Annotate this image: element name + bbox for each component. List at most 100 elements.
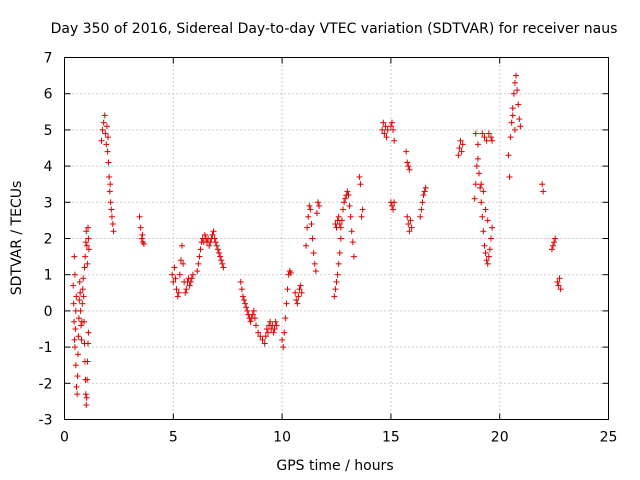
data-point [478,181,485,188]
data-point [79,300,86,307]
data-point [417,213,424,220]
data-point [310,249,317,256]
data-point [243,304,250,311]
data-point [312,268,319,275]
data-point [485,253,492,260]
data-point [405,221,412,228]
data-point [139,231,146,238]
data-point [280,344,287,351]
x-tick-label: 25 [600,430,618,446]
data-point [103,141,110,148]
data-point [552,235,559,242]
data-point [257,333,264,340]
data-point [332,286,339,293]
data-point [295,293,302,300]
data-point [255,329,262,336]
data-point [109,221,116,228]
data-point [140,240,147,247]
data-point [476,170,483,177]
data-point [513,72,520,79]
data-point [292,289,299,296]
data-point [207,239,214,246]
data-point [273,322,280,329]
data-point [297,282,304,289]
y-tick-label: 7 [44,51,53,67]
data-point [347,213,354,220]
data-point [72,362,79,369]
data-point [84,376,91,383]
data-point [272,318,279,325]
data-point [83,394,90,401]
data-point [201,231,208,238]
data-point [482,249,489,256]
data-point [505,152,512,159]
data-point [333,278,340,285]
data-point [294,300,301,307]
data-point [85,235,92,242]
data-point [514,87,521,94]
data-point [182,289,189,296]
data-point [334,271,341,278]
data-point [316,202,323,209]
data-point [484,260,491,267]
data-point [108,206,115,213]
data-point [78,322,85,329]
data-point [403,148,410,155]
data-point [251,315,258,322]
data-point [176,271,183,278]
data-point [516,116,523,123]
data-point [479,213,486,220]
data-point [388,119,395,126]
data-point [480,228,487,235]
x-tick-labels: 0 5 10 15 20 25 [60,430,617,446]
y-tick-label: 4 [44,159,53,175]
data-point [81,318,88,325]
data-point [388,202,395,209]
data-point [214,246,221,253]
data-point [76,297,83,304]
chart-title: Day 350 of 2016, Sidereal Day-to-day VTE… [51,21,618,37]
data-point [472,130,479,137]
data-point [106,173,113,180]
data-point [242,300,249,307]
data-point [262,333,269,340]
data-point [206,242,213,249]
data-point [83,402,90,409]
grid-lines [64,57,609,420]
y-tick-label: 2 [44,232,53,248]
data-point [197,246,204,253]
data-point [550,242,557,249]
data-point [284,286,291,293]
data-point [107,199,114,206]
data-point [287,269,294,276]
data-point [271,326,278,332]
data-point [212,239,219,246]
x-tick-label: 10 [273,430,291,446]
data-point [489,224,496,231]
data-point [307,206,314,213]
data-point [106,188,113,195]
data-point [72,326,79,332]
data-point [474,155,481,162]
data-point [356,173,363,180]
data-point [196,253,203,260]
data-point [75,315,82,322]
data-point [340,206,347,213]
data-point [85,329,92,336]
data-point [84,260,91,267]
data-point [489,137,496,144]
data-point [337,235,344,242]
data-point [137,224,144,231]
x-tick-label: 5 [169,430,178,446]
data-point [73,383,80,390]
data-point [282,315,289,322]
data-point [379,126,386,133]
data-point [421,188,428,195]
data-point [507,134,514,141]
data-point [358,213,365,220]
data-point [487,235,494,242]
y-tick-label: 6 [44,87,53,103]
data-point [250,307,257,314]
data-point [517,123,524,130]
x-axis-label: GPS time / hours [276,458,393,474]
